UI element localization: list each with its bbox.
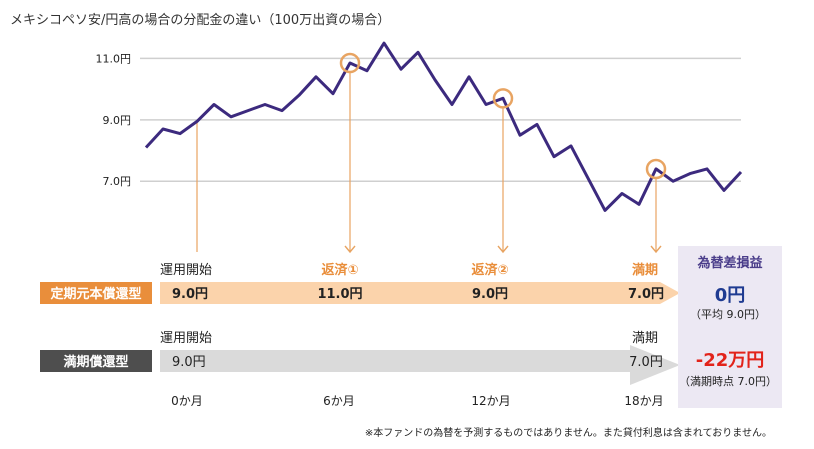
result-panel-background [678, 246, 782, 408]
marker-drop-lines [196, 73, 662, 254]
plan2-name-tag [40, 350, 152, 372]
plan2-fx-amount: -22万円 [696, 350, 765, 371]
plan1-fx-note: （平均 9.0円） [690, 308, 766, 321]
marker-circles [339, 52, 667, 180]
plan1-label-repay1: 返済① [321, 262, 358, 278]
chart-title: メキシコペソ安/円高の場合の分配金の違い（100万出資の場合） [10, 12, 390, 28]
marker-circle [339, 52, 361, 74]
plan2-name: 満期償還型 [63, 354, 128, 370]
plan2-value-maturity: 7.0円 [629, 355, 663, 370]
plan1-name-tag [40, 282, 152, 304]
y-axis: 11.0円 9.0円 7.0円 [96, 52, 132, 188]
grid-lines [140, 57, 741, 182]
x-tick-label: 12か月 [471, 394, 510, 408]
x-axis: 0か月 6か月 12か月 18か月 [171, 394, 663, 408]
plan2-value-start: 9.0円 [172, 355, 206, 370]
drop-arrow [344, 245, 356, 254]
drop-arrow [650, 245, 662, 254]
x-tick-label: 6か月 [323, 394, 355, 408]
x-tick-label: 18か月 [624, 394, 663, 408]
y-tick-label: 11.0円 [96, 52, 132, 65]
plan1-value-repay2: 9.0円 [472, 287, 508, 302]
plan1-fx-amount: 0円 [715, 285, 746, 306]
plan1-value-start: 9.0円 [172, 287, 208, 302]
plan1-label-start: 運用開始 [160, 263, 212, 278]
plan1-label-maturity: 満期 [632, 262, 658, 278]
x-tick-label: 0か月 [171, 394, 203, 408]
result-title: 為替差損益 [697, 255, 762, 271]
exchange-rate-line [144, 41, 743, 212]
result-panel: 為替差損益 0円 （平均 9.0円） -22万円 （満期時点 7.0円） [678, 246, 782, 408]
plan1-label-repay2: 返済② [471, 262, 508, 278]
marker-circle [645, 158, 667, 180]
plan2-bar [160, 345, 680, 385]
plan2-fx-note: （満期時点 7.0円） [679, 375, 777, 388]
plan1-bar [160, 282, 680, 304]
plan2-label-start: 運用開始 [160, 331, 212, 346]
y-tick-label: 7.0円 [103, 175, 132, 188]
plan1-value-repay1: 11.0円 [317, 287, 362, 302]
plan1-name: 定期元本償還型 [49, 286, 141, 302]
plan1-value-maturity: 7.0円 [628, 287, 664, 302]
plan2-row: 運用開始 満期 満期償還型 9.0円 7.0円 [40, 331, 680, 385]
y-tick-label: 9.0円 [103, 114, 132, 127]
footnote: ※本ファンドの為替を予測するものではありません。また貸付利息は含まれておりません… [365, 426, 772, 439]
marker-circle [492, 88, 514, 109]
plan2-label-maturity: 満期 [632, 331, 658, 346]
plan1-row: 運用開始 返済① 返済② 満期 定期元本償還型 9.0円 11.0円 9.0円 … [40, 262, 680, 304]
drop-arrow [497, 245, 509, 254]
